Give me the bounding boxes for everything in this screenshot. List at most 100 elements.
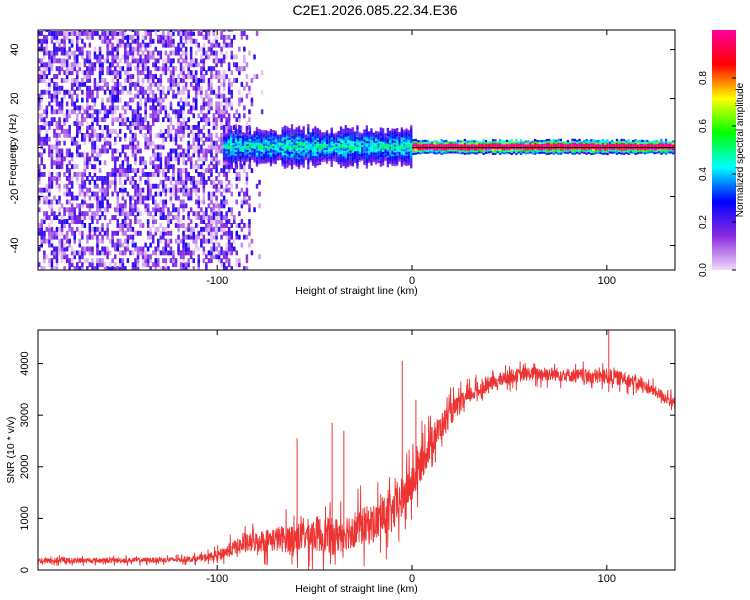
heatmap-cell bbox=[384, 154, 387, 157]
heatmap-cell bbox=[232, 156, 235, 159]
heatmap-cell bbox=[375, 134, 378, 137]
heatmap-cell bbox=[91, 250, 94, 256]
heatmap-cell bbox=[349, 144, 352, 147]
heatmap-cell bbox=[43, 254, 46, 260]
heatmap-cell bbox=[227, 97, 231, 103]
heatmap-cell bbox=[179, 254, 183, 260]
heatmap-cell bbox=[139, 70, 142, 76]
heatmap-cell bbox=[382, 143, 385, 146]
heatmap-cell bbox=[101, 199, 104, 205]
heatmap-cell bbox=[227, 154, 230, 157]
heatmap-cell bbox=[608, 147, 612, 150]
heatmap-cell bbox=[398, 132, 401, 135]
heatmap-cell bbox=[316, 153, 319, 156]
heatmap-cell bbox=[91, 152, 94, 158]
heatmap-cell bbox=[91, 89, 94, 95]
heatmap-cell bbox=[189, 144, 193, 150]
heatmap-cell bbox=[136, 34, 140, 40]
heatmap-cell bbox=[111, 85, 114, 91]
heatmap-cell bbox=[76, 54, 79, 60]
heatmap-cell bbox=[248, 142, 252, 145]
heatmap-cell bbox=[370, 144, 373, 147]
heatmap-cell bbox=[484, 140, 488, 143]
heatmap-cell bbox=[187, 62, 190, 68]
heatmap-cell bbox=[179, 152, 183, 158]
heatmap-cell bbox=[370, 163, 373, 166]
heatmap-cell bbox=[149, 160, 152, 166]
heatmap-cell bbox=[53, 117, 56, 123]
heatmap-cell bbox=[210, 199, 213, 205]
heatmap-cell bbox=[243, 58, 246, 64]
heatmap-cell bbox=[606, 148, 609, 152]
heatmap-cell bbox=[428, 151, 432, 154]
heatmap-cell bbox=[541, 149, 544, 152]
heatmap-cell bbox=[126, 42, 130, 48]
heatmap-cell bbox=[230, 105, 233, 111]
heatmap-cell bbox=[267, 132, 270, 136]
heatmap-cell bbox=[65, 254, 69, 260]
heatmap-cell bbox=[111, 172, 114, 177]
heatmap-cell bbox=[134, 183, 137, 189]
heatmap-cell bbox=[48, 199, 51, 205]
heatmap-cell bbox=[407, 153, 410, 156]
heatmap-cell bbox=[58, 46, 61, 52]
heatmap-cell bbox=[286, 161, 289, 164]
heatmap-cell bbox=[396, 134, 399, 137]
heatmap-cell bbox=[440, 144, 443, 148]
heatmap-cell bbox=[543, 147, 546, 150]
heatmap-cell bbox=[215, 195, 218, 201]
heatmap-cell bbox=[297, 159, 301, 162]
heatmap-cell bbox=[126, 144, 130, 150]
heatmap-cell bbox=[50, 31, 54, 36]
heatmap-cell bbox=[43, 66, 46, 72]
heatmap-cell bbox=[55, 246, 59, 252]
heatmap-cell bbox=[88, 226, 92, 232]
heatmap-cell bbox=[400, 129, 403, 132]
heatmap-cell bbox=[103, 109, 107, 115]
heatmap-cell bbox=[189, 105, 193, 111]
heatmap-cell bbox=[217, 117, 221, 123]
heatmap-cell bbox=[179, 238, 183, 244]
heatmap-cell bbox=[297, 153, 301, 156]
heatmap-cell bbox=[622, 144, 626, 147]
heatmap-cell bbox=[70, 215, 74, 220]
heatmap-cell bbox=[248, 140, 252, 143]
heatmap-cell bbox=[40, 219, 43, 224]
heatmap-cell bbox=[230, 50, 233, 56]
heatmap-cell bbox=[101, 234, 104, 240]
heatmap-cell bbox=[279, 146, 282, 149]
heatmap-cell bbox=[197, 234, 200, 240]
heatmap-cell bbox=[210, 250, 213, 256]
heatmap-cell bbox=[81, 105, 84, 111]
heatmap-cell bbox=[131, 148, 135, 154]
heatmap-cell bbox=[81, 38, 84, 44]
heatmap-cell bbox=[134, 121, 137, 126]
heatmap-cell bbox=[162, 199, 165, 205]
heatmap-cell bbox=[124, 156, 127, 162]
heatmap-cell bbox=[164, 183, 168, 189]
heatmap-cell bbox=[146, 219, 150, 224]
heatmap-cell bbox=[114, 46, 117, 52]
heatmap-cell bbox=[43, 215, 46, 220]
heatmap-cell bbox=[81, 78, 84, 83]
heatmap-cell bbox=[200, 128, 203, 134]
heatmap-cell bbox=[88, 195, 92, 201]
heatmap-cell bbox=[269, 146, 273, 149]
heatmap-cell bbox=[307, 130, 310, 133]
heatmap-cell bbox=[126, 117, 130, 123]
heatmap-cell bbox=[131, 226, 135, 232]
heatmap-cell bbox=[50, 258, 54, 264]
heatmap-cell bbox=[88, 234, 92, 240]
heatmap-cell bbox=[111, 34, 114, 40]
heatmap-cell bbox=[332, 153, 336, 156]
heatmap-cell bbox=[393, 154, 396, 157]
heatmap-cell bbox=[48, 31, 51, 36]
heatmap-cell bbox=[96, 246, 99, 252]
heatmap-cell bbox=[98, 215, 102, 220]
heatmap-cell bbox=[293, 145, 296, 148]
heatmap-cell bbox=[410, 131, 413, 134]
heatmap-cell bbox=[88, 42, 92, 48]
heatmap-cell bbox=[162, 258, 165, 264]
heatmap-cell bbox=[192, 140, 195, 146]
